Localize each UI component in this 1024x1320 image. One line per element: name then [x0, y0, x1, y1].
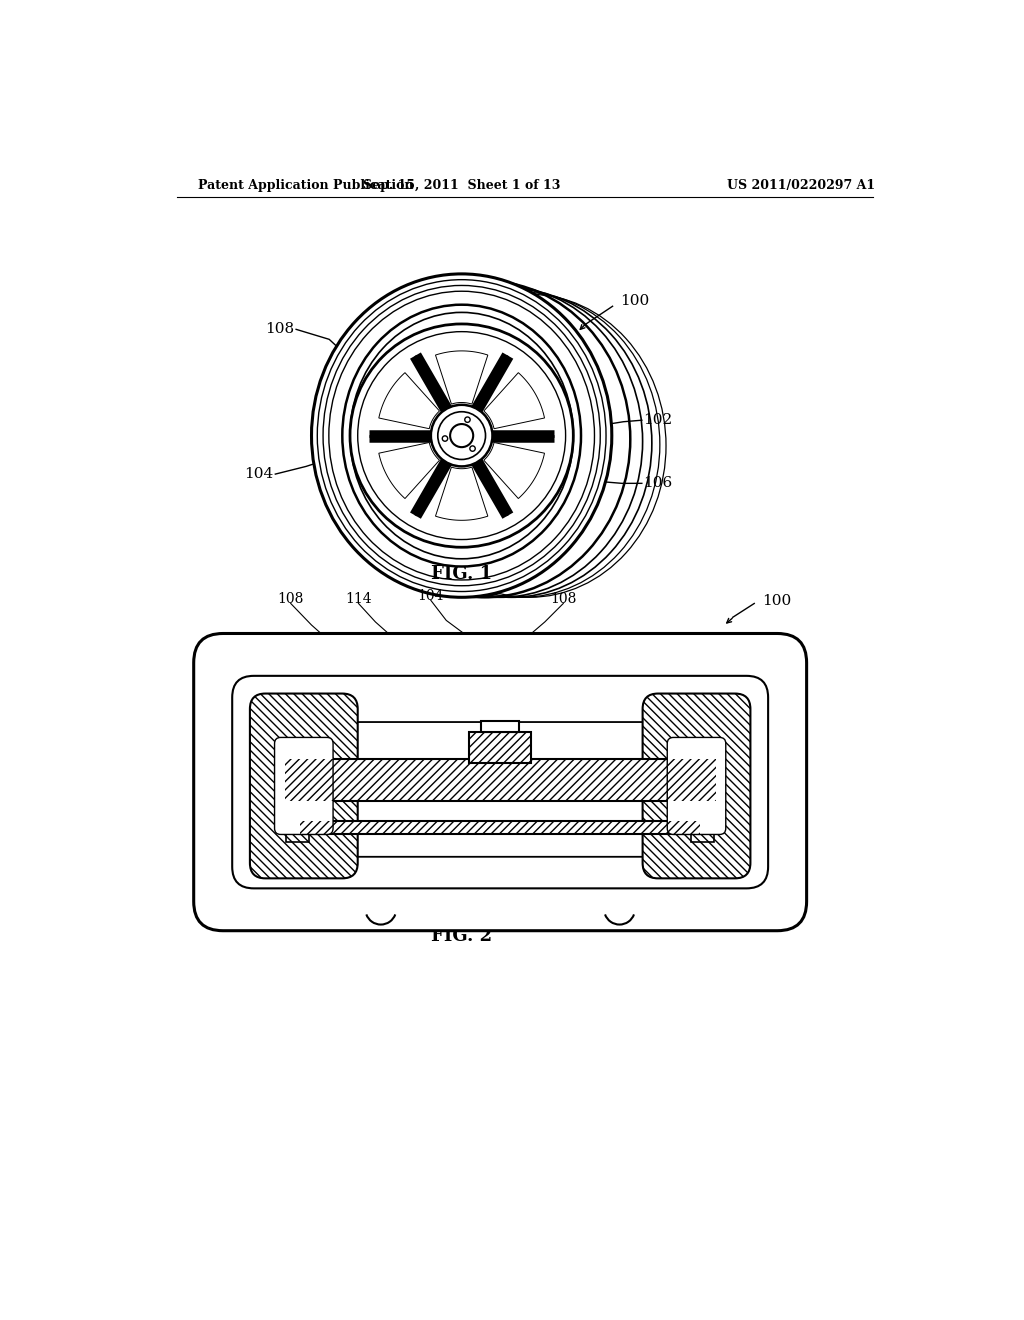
Text: 114: 114 — [345, 591, 372, 606]
FancyBboxPatch shape — [274, 738, 333, 834]
Bar — [286, 785, 309, 842]
Ellipse shape — [465, 417, 470, 422]
Polygon shape — [483, 372, 545, 429]
Text: FIG. 1: FIG. 1 — [431, 565, 493, 583]
Ellipse shape — [431, 405, 493, 466]
Text: US 2011/0220297 A1: US 2011/0220297 A1 — [727, 178, 876, 191]
Text: 104: 104 — [418, 589, 444, 603]
Bar — [285, 759, 716, 801]
Polygon shape — [483, 442, 545, 499]
Text: 106: 106 — [643, 477, 673, 490]
Text: 100: 100 — [621, 294, 649, 308]
Text: 100: 100 — [762, 594, 792, 609]
Text: 108: 108 — [265, 322, 295, 337]
Text: 114: 114 — [339, 900, 366, 913]
FancyBboxPatch shape — [643, 693, 751, 878]
Text: 104: 104 — [379, 795, 406, 808]
FancyBboxPatch shape — [250, 693, 357, 878]
FancyBboxPatch shape — [315, 722, 685, 857]
Text: 110: 110 — [232, 900, 259, 913]
Text: 102: 102 — [643, 413, 673, 428]
Bar — [481, 721, 519, 733]
Text: 112: 112 — [271, 791, 298, 804]
Polygon shape — [435, 351, 487, 404]
Polygon shape — [379, 372, 439, 429]
Text: 110: 110 — [571, 900, 598, 913]
FancyBboxPatch shape — [194, 634, 807, 931]
Text: Patent Application Publication: Patent Application Publication — [199, 178, 414, 191]
Text: 108: 108 — [278, 591, 304, 606]
Ellipse shape — [451, 424, 473, 447]
Ellipse shape — [350, 323, 573, 548]
Ellipse shape — [311, 275, 611, 598]
Bar — [469, 733, 531, 763]
Bar — [691, 785, 714, 842]
FancyBboxPatch shape — [232, 676, 768, 888]
Text: 108: 108 — [550, 591, 577, 606]
Text: 106: 106 — [772, 762, 799, 775]
Ellipse shape — [442, 436, 447, 441]
Ellipse shape — [470, 446, 475, 451]
Bar — [300, 821, 700, 834]
Ellipse shape — [342, 305, 581, 566]
Bar — [469, 733, 531, 763]
Bar — [300, 821, 700, 834]
Polygon shape — [435, 467, 487, 520]
Text: 102: 102 — [702, 875, 729, 890]
Polygon shape — [379, 442, 439, 499]
Text: FIG. 2: FIG. 2 — [431, 927, 493, 945]
Bar — [285, 759, 716, 801]
Text: 106: 106 — [199, 762, 224, 775]
Text: 104: 104 — [245, 467, 273, 480]
FancyBboxPatch shape — [668, 738, 726, 834]
Text: Sep. 15, 2011  Sheet 1 of 13: Sep. 15, 2011 Sheet 1 of 13 — [362, 178, 560, 191]
